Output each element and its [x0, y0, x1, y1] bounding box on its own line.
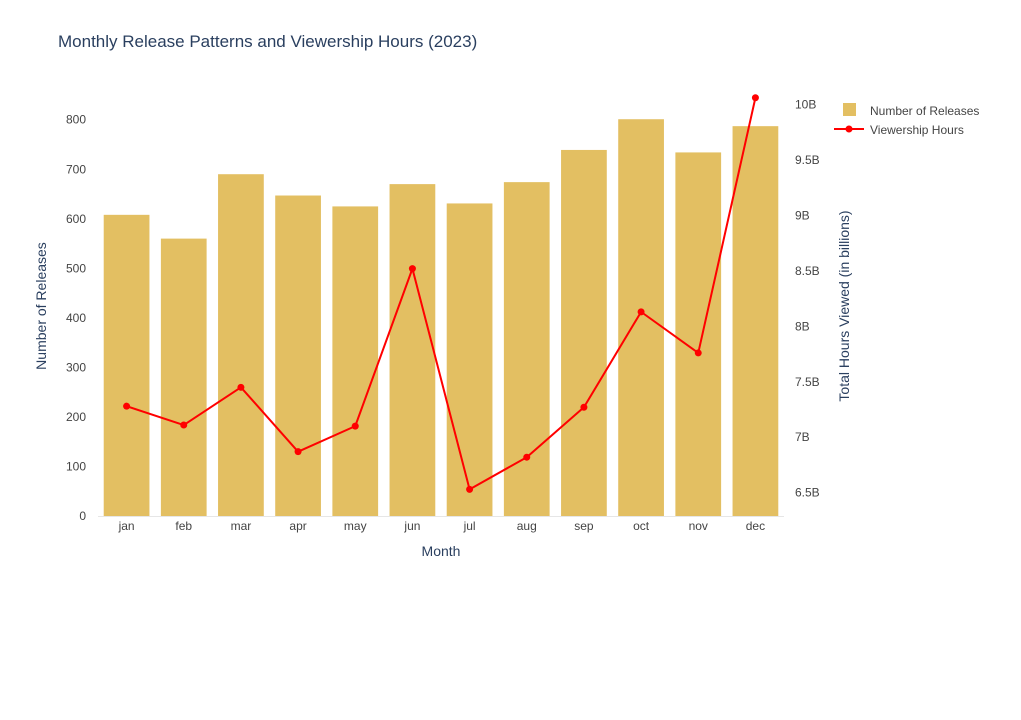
- y2-tick-label: 7B: [795, 430, 810, 444]
- y2-tick-label: 10B: [795, 97, 816, 111]
- bar-series: [103, 119, 779, 517]
- x-tick-label: dec: [746, 519, 765, 533]
- x-tick-label: sep: [574, 519, 594, 533]
- y-tick-label: 300: [66, 360, 86, 374]
- legend: Number of Releases Viewership Hours: [834, 103, 979, 137]
- y2-tick-label: 6.5B: [795, 486, 820, 500]
- bar-sep: [561, 149, 607, 517]
- line-point-may: [351, 422, 359, 430]
- y2-tick-label: 7.5B: [795, 375, 820, 389]
- x-tick-label: jan: [118, 519, 135, 533]
- legend-label-releases: Number of Releases: [870, 104, 979, 118]
- bar-dec: [732, 126, 779, 516]
- line-point-oct: [637, 308, 645, 316]
- y-tick-label: 400: [66, 311, 86, 325]
- bar-mar: [218, 174, 264, 517]
- line-point-mar: [237, 383, 245, 391]
- y2-tick-label: 8.5B: [795, 264, 820, 278]
- y2-axis-title: Total Hours Viewed (in billions): [836, 210, 852, 401]
- line-series: [123, 94, 759, 493]
- x-tick-label: apr: [289, 519, 306, 533]
- line-point-jan: [123, 402, 131, 410]
- bar-apr: [275, 195, 321, 516]
- bar-feb: [160, 238, 207, 516]
- y-tick-label: 600: [66, 212, 86, 226]
- y2-tick-label: 9.5B: [795, 153, 820, 167]
- bar-jan: [103, 214, 150, 516]
- line-point-sep: [580, 403, 588, 411]
- x-axis-title: Month: [422, 543, 461, 559]
- y2-tick-label: 9B: [795, 208, 810, 222]
- bar-jul: [446, 203, 493, 517]
- line-point-feb: [180, 421, 188, 429]
- bar-nov: [675, 152, 722, 517]
- x-tick-label: jun: [403, 519, 420, 533]
- bar-jun: [389, 184, 436, 516]
- x-tick-label: oct: [633, 519, 650, 533]
- legend-swatch-releases: [843, 103, 856, 116]
- line-point-nov: [694, 349, 702, 357]
- x-tick-label: nov: [689, 519, 708, 533]
- y-tick-label: 500: [66, 261, 86, 275]
- bar-may: [332, 206, 379, 516]
- x-tick-label: may: [344, 519, 367, 533]
- legend-swatch-marker: [845, 125, 853, 133]
- y-tick-label: 800: [66, 113, 86, 127]
- line-point-jul: [466, 485, 474, 493]
- y-tick-label: 700: [66, 162, 86, 176]
- x-tick-label: aug: [517, 519, 537, 533]
- y-tick-label: 100: [66, 459, 86, 473]
- axes: jan feb mar apr may jun jul aug sep oct nov dec 0 100…: [66, 97, 820, 533]
- line-point-apr: [294, 448, 302, 456]
- line-point-dec: [751, 94, 759, 102]
- y2-tick-label: 8B: [795, 319, 810, 333]
- chart-title: Monthly Release Patterns and Viewership …: [58, 32, 477, 51]
- viewership-line: [126, 97, 757, 491]
- line-point-jun: [408, 265, 416, 273]
- bar-oct: [618, 119, 664, 516]
- x-tick-label: feb: [175, 519, 192, 533]
- y-axis-title: Number of Releases: [33, 242, 49, 370]
- y-tick-label: 200: [66, 410, 86, 424]
- y-tick-label: 0: [79, 509, 86, 523]
- x-tick-label: jul: [463, 519, 476, 533]
- line-point-aug: [523, 453, 531, 461]
- legend-label-viewership: Viewership Hours: [870, 123, 964, 137]
- x-tick-label: mar: [231, 519, 252, 533]
